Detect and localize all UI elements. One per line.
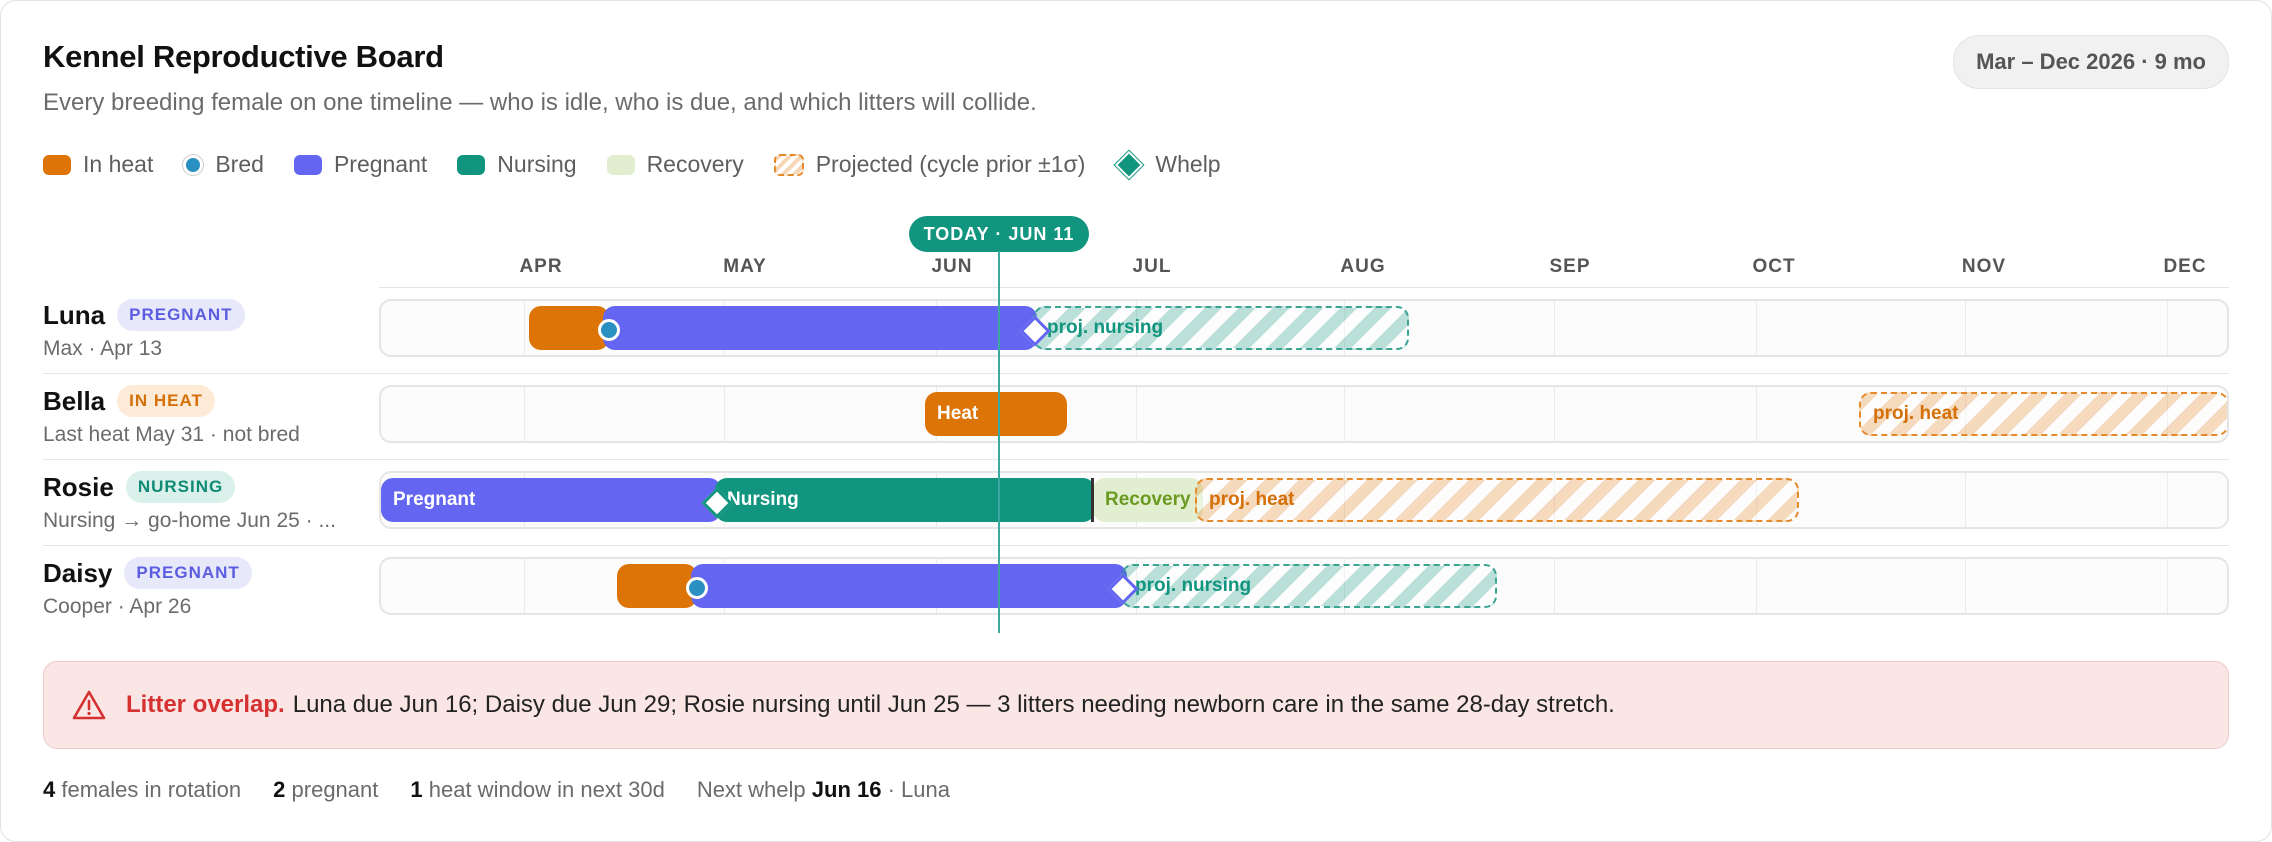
bred-dot-icon [183,154,204,175]
row-divider [43,373,2229,374]
projected-nursing-segment[interactable]: proj. nursing [1033,306,1409,350]
female-name: Daisy [43,557,113,588]
pregnant-segment[interactable] [691,564,1127,608]
axis-line [379,287,2229,288]
heat-segment[interactable]: Heat [925,392,1067,436]
month-label-may: MAY [723,256,767,277]
projected-nursing-segment[interactable]: proj. nursing [1121,564,1497,608]
female-name: Luna [43,299,106,330]
heat-swatch-icon [43,154,71,175]
today-line [998,251,1000,633]
timeline-track-daisy: proj. nursing [379,557,2229,615]
month-label-jul: JUL [1132,256,1172,277]
female-meta: Nursing → go-home Jun 25 · ... [43,509,336,532]
projected-heat-segment[interactable]: proj. heat [1859,392,2227,436]
recovery-swatch-icon [606,154,635,175]
legend: In heat Bred Pregnant Nursing Recovery P… [43,150,1251,179]
month-label-sep: SEP [1549,256,1591,277]
alert-message: Luna due Jun 16; Daisy due Jun 29; Rosie… [292,691,1615,718]
alert-title: Litter overlap. [126,691,285,718]
legend-item-whelp: Whelp [1115,150,1221,179]
legend-item-heat: In heat [43,151,153,178]
status-badge: PREGNANT [124,557,252,589]
status-badge: PREGNANT [117,299,245,331]
female-meta: Last heat May 31 · not bred [43,423,300,446]
projected-swatch-icon [773,153,804,176]
heat-segment[interactable] [529,306,609,350]
stat-next-whelp: Next whelp Jun 16 · Luna [696,777,950,802]
litter-overlap-alert: Litter overlap. Luna due Jun 16; Daisy d… [43,661,2229,749]
female-row-info-rosie[interactable]: Rosie NURSING Nursing → go-home Jun 25 · … [43,471,336,533]
date-range-pill[interactable]: Mar – Dec 2026 · 9 mo [1953,35,2229,89]
legend-item-bred: Bred [183,151,264,178]
female-name: Bella [43,385,106,416]
row-divider [43,459,2229,460]
bred-dot-icon[interactable] [598,319,620,341]
legend-item-nursing: Nursing [457,151,577,178]
warning-triangle-icon [72,690,106,720]
female-row-info-bella[interactable]: Bella IN HEAT Last heat May 31 · not bred [43,385,300,447]
heat-segment[interactable] [617,564,697,608]
legend-item-recovery: Recovery [606,151,744,178]
female-meta: Cooper · Apr 26 [43,595,192,618]
recovery-segment[interactable]: Recovery [1093,478,1203,522]
female-row-info-daisy[interactable]: Daisy PREGNANT Cooper · Apr 26 [43,557,252,619]
timeline-track-luna: proj. nursing [379,299,2229,357]
status-badge: NURSING [125,471,236,503]
pregnant-segment[interactable]: Pregnant [381,478,721,522]
month-label-oct: OCT [1752,256,1796,277]
timeline-track-rosie: Pregnant Nursing Recovery proj. heat [379,471,2229,529]
status-badge: IN HEAT [117,385,215,417]
month-label-nov: NOV [1961,256,2007,277]
row-divider [43,545,2229,546]
month-label-apr: APR [519,256,563,277]
pregnant-segment[interactable] [603,306,1037,350]
female-row-info-luna[interactable]: Luna PREGNANT Max · Apr 13 [43,299,245,361]
month-label-dec: DEC [2163,256,2207,277]
pregnant-swatch-icon [293,154,322,175]
nursing-segment[interactable]: Nursing [715,478,1095,522]
today-marker-label: TODAY · JUN 11 [909,216,1089,252]
stat-heat: 1 heat window in next 30d [410,777,665,802]
go-home-marker [1091,478,1094,522]
summary-footer: 4 females in rotation 2 pregnant 1 heat … [43,777,982,803]
female-meta: Max · Apr 13 [43,337,163,360]
whelp-diamond-icon [1115,150,1144,179]
month-label-aug: AUG [1340,256,1386,277]
projected-heat-segment[interactable]: proj. heat [1195,478,1799,522]
nursing-swatch-icon [457,154,486,175]
month-label-jun: JUN [931,256,973,277]
legend-item-pregnant: Pregnant [293,151,427,178]
page-title: Kennel Reproductive Board [43,39,444,74]
stat-pregnant: 2 pregnant [273,777,379,802]
bred-dot-icon[interactable] [686,577,708,599]
timeline-track-bella: Heat proj. heat [379,385,2229,443]
legend-item-projected: Projected (cycle prior ±1σ) [773,151,1085,178]
stat-females: 4 females in rotation [43,777,242,802]
page-subtitle: Every breeding female on one timeline — … [43,89,1037,116]
female-name: Rosie [43,471,114,502]
